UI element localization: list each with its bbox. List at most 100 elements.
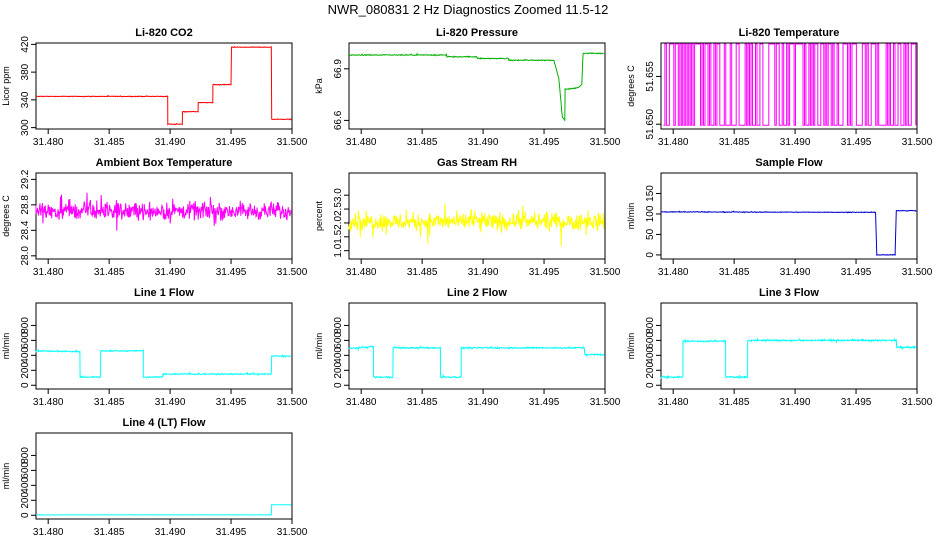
plot-frame: [660, 302, 918, 390]
x-tick-label: 31.490: [780, 267, 811, 278]
y-tick-label: 29.2: [20, 169, 31, 189]
y-tick-label: 300: [20, 119, 31, 136]
y-tick-label: 0: [645, 252, 656, 258]
series-line: [348, 203, 605, 247]
x-tick-label: 31.490: [155, 267, 186, 278]
x-tick-label: 31.500: [277, 527, 308, 538]
x-tick-label: 31.485: [94, 267, 125, 278]
x-tick-label: 31.480: [33, 397, 64, 408]
x-tick-label: 31.490: [155, 137, 186, 148]
y-tick-label: 51.655: [645, 61, 656, 92]
panel-6: Sample Flow ml/min 31.480 31.485 31.490 31.49…: [626, 157, 933, 278]
x-tick-label: 31.480: [346, 267, 377, 278]
x-tick-label: 31.480: [33, 137, 64, 148]
panel-7: Line 1 Flow ml/min 31.480 31.485 31.490 31.49…: [1, 287, 308, 408]
x-tick-label: 31.500: [902, 397, 933, 408]
y-tick-label: 600: [20, 462, 31, 479]
panel-title: Line 2 Flow: [447, 287, 507, 299]
x-tick-label: 31.480: [33, 267, 64, 278]
y-tick-label: 400: [20, 347, 31, 364]
series-line: [660, 209, 917, 257]
x-tick-label: 31.480: [658, 137, 689, 148]
x-tick-label: 31.490: [155, 397, 186, 408]
y-axis-label: degrees C: [626, 65, 636, 107]
x-tick-label: 31.500: [590, 137, 621, 148]
x-tick-label: 31.485: [94, 397, 125, 408]
panel-1: Li-820 CO2 Licor ppm 31.480 31.485 31.490 31.…: [1, 27, 308, 148]
panel-title: Li-820 Pressure: [436, 27, 518, 39]
series-line: [35, 503, 292, 516]
panel-title: Line 4 (LT) Flow: [123, 417, 206, 429]
y-tick-label: 600: [645, 332, 656, 349]
x-tick-label: 31.485: [407, 267, 438, 278]
y-tick-label: 28.8: [20, 195, 31, 215]
y-axis-label: ml/min: [1, 463, 11, 490]
y-tick-label: 340: [20, 91, 31, 108]
panel-5: Gas Stream RH percent 31.480 31.485 31.490 31…: [314, 157, 621, 278]
y-tick-label: 800: [645, 317, 656, 334]
series-line: [348, 345, 605, 379]
x-tick-label: 31.500: [902, 137, 933, 148]
x-tick-label: 31.495: [216, 527, 247, 538]
y-tick-label: 0: [20, 512, 31, 518]
y-tick-label: 400: [333, 347, 344, 364]
x-tick-label: 31.485: [94, 527, 125, 538]
plot-frame: [35, 42, 293, 130]
y-tick-label: 600: [333, 332, 344, 349]
panel-8: Line 2 Flow ml/min 31.480 31.485 31.490 31.49…: [314, 287, 621, 408]
panel-title: Gas Stream RH: [437, 157, 517, 169]
page-title: NWR_080831 2 Hz Diagnostics Zoomed 11.5-…: [327, 2, 609, 17]
x-tick-label: 31.485: [407, 397, 438, 408]
x-tick-label: 31.480: [33, 527, 64, 538]
y-tick-label: 800: [333, 317, 344, 334]
y-tick-label: 800: [20, 447, 31, 464]
x-tick-label: 31.490: [780, 397, 811, 408]
y-axis-label: percent: [314, 200, 324, 231]
x-tick-label: 31.490: [468, 397, 499, 408]
y-axis-label: Licor ppm: [1, 66, 11, 106]
plot-frame: [348, 172, 606, 260]
x-tick-label: 31.490: [780, 137, 811, 148]
series-line: [35, 348, 292, 379]
x-tick-label: 31.485: [407, 137, 438, 148]
series-line: [660, 337, 917, 380]
x-tick-label: 31.495: [216, 267, 247, 278]
x-tick-label: 31.495: [529, 397, 560, 408]
x-tick-label: 31.495: [529, 267, 560, 278]
plot-frame: [35, 302, 293, 390]
panel-4: Ambient Box Temperature degrees C 31.480 31…: [1, 157, 308, 278]
y-axis-label: kPa: [314, 78, 324, 94]
x-tick-label: 31.500: [590, 397, 621, 408]
y-tick-label: 1.5: [333, 229, 344, 243]
x-tick-label: 31.495: [841, 267, 872, 278]
y-axis-label: degrees C: [1, 195, 11, 237]
y-tick-label: 66.6: [333, 110, 344, 130]
y-tick-label: 1.0: [333, 243, 344, 257]
plot-frame: [348, 42, 606, 130]
plot-frame: [35, 432, 293, 520]
x-tick-label: 31.485: [719, 267, 750, 278]
panel-title: Line 3 Flow: [759, 287, 819, 299]
y-tick-label: 150: [645, 185, 656, 202]
panel-title: Line 1 Flow: [134, 287, 194, 299]
x-tick-label: 31.485: [719, 137, 750, 148]
plot-frame: [660, 172, 918, 260]
y-axis-label: ml/min: [314, 333, 324, 360]
y-tick-label: 420: [20, 36, 31, 53]
plot-frame: [348, 302, 606, 390]
y-tick-label: 51.650: [645, 108, 656, 139]
series-line: [35, 45, 292, 126]
y-tick-label: 100: [645, 205, 656, 222]
panel-title: Li-820 Temperature: [739, 27, 840, 39]
x-tick-label: 31.500: [902, 267, 933, 278]
y-tick-label: 380: [20, 63, 31, 80]
x-tick-label: 31.490: [155, 527, 186, 538]
x-tick-label: 31.495: [216, 137, 247, 148]
series-line: [663, 43, 917, 126]
y-tick-label: 28.0: [20, 246, 31, 266]
y-tick-label: 28.4: [20, 220, 31, 240]
x-tick-label: 31.480: [658, 267, 689, 278]
series-line: [35, 192, 292, 231]
x-tick-label: 31.500: [277, 137, 308, 148]
y-axis-label: ml/min: [1, 333, 11, 360]
